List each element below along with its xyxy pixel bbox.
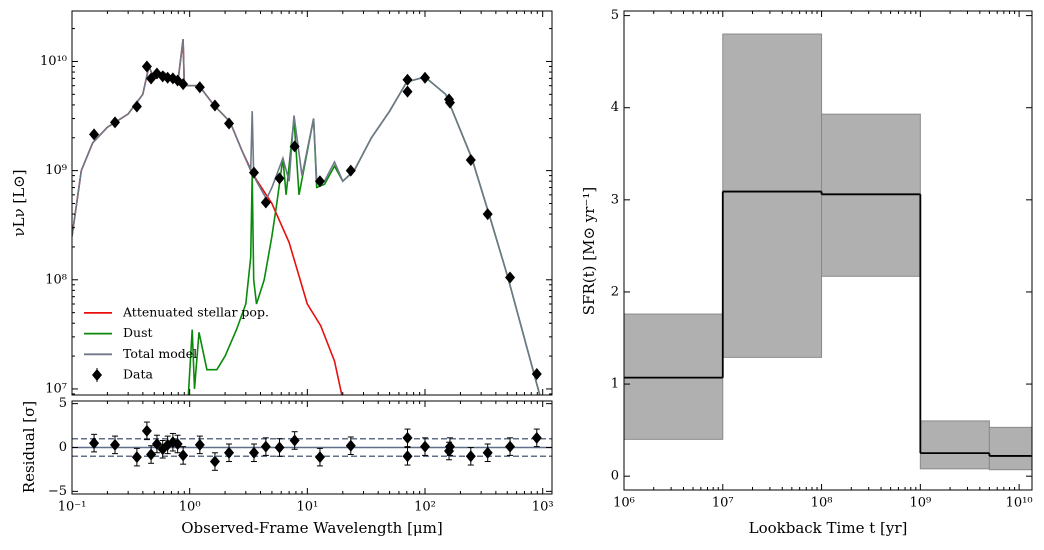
model-line (72, 39, 343, 395)
data-point (194, 438, 205, 451)
x-tick-label: 10⁶ (613, 496, 635, 511)
axes-frame (71, 400, 553, 495)
data-point (465, 154, 476, 167)
y-tick-label: 1 (611, 377, 619, 392)
y-tick-label: 5 (59, 396, 67, 411)
data-point (178, 449, 189, 462)
data-point (146, 72, 157, 85)
data-point (420, 71, 431, 84)
data-point (194, 81, 205, 94)
data-point (505, 440, 516, 453)
data-point (402, 431, 413, 444)
data-point (345, 439, 356, 452)
data-point (274, 172, 285, 185)
data-point (465, 450, 476, 463)
data-point (151, 437, 162, 450)
data-point (402, 73, 413, 86)
legend-marker (92, 369, 102, 381)
data-point (248, 166, 259, 179)
legend-label: Total model (123, 346, 197, 361)
plot-area (72, 421, 552, 471)
uncertainty-band (988, 426, 1033, 471)
uncertainty-band (722, 33, 823, 358)
x-tick-label: 10² (414, 500, 436, 515)
data-point (314, 451, 325, 464)
legend-label: Data (123, 367, 153, 382)
data-point (172, 437, 183, 450)
x-tick-label: 10⁷ (712, 496, 734, 511)
x-tick-label: 10⁹ (909, 496, 931, 511)
y-tick-label: 3 (611, 192, 619, 207)
plot-area (72, 39, 542, 395)
y-tick-label: 4 (611, 100, 619, 115)
x-tick-label: 10¹ (296, 500, 318, 515)
y-tick-label: 5 (611, 8, 619, 23)
data-point (209, 99, 220, 112)
data-point (444, 440, 455, 453)
y-axis-label: SFR(t) [M⊙ yr⁻¹] (580, 187, 598, 315)
y-tick-label: 10⁹ (45, 163, 67, 178)
data-point (289, 434, 300, 447)
x-tick-label: 10⁰ (179, 500, 201, 515)
x-axis-label: Lookback Time t [yr] (749, 519, 908, 537)
y-tick-label: 2 (611, 284, 619, 299)
legend-label: Dust (123, 325, 153, 340)
x-axis-label: Observed-Frame Wavelength [μm] (181, 519, 443, 537)
data-point (89, 128, 100, 141)
data-point (444, 96, 455, 109)
data-point (531, 431, 542, 444)
data-point (110, 116, 121, 129)
y-tick-label: 10¹⁰ (40, 54, 67, 69)
data-point (482, 208, 493, 221)
data-point (402, 450, 413, 463)
data-point (146, 448, 157, 461)
data-point (89, 437, 100, 450)
axes-frame (71, 10, 553, 396)
data-point (131, 100, 142, 113)
data-point (402, 85, 413, 98)
data-point (141, 424, 152, 437)
data-point (345, 164, 356, 177)
data-point (224, 117, 235, 130)
data-point (260, 440, 271, 453)
axes-frame (623, 10, 1033, 491)
data-point (141, 60, 152, 73)
x-tick-label: 10⁸ (811, 496, 833, 511)
data-point (420, 440, 431, 453)
x-tick-label: 10⁻¹ (58, 500, 87, 515)
data-point (178, 78, 189, 91)
uncertainty-band (821, 113, 921, 277)
y-tick-label: 10⁸ (45, 272, 67, 287)
y-axis-label: Residual [σ] (20, 401, 38, 493)
data-point (505, 271, 516, 284)
data-point (482, 446, 493, 459)
y-tick-label: 10⁷ (45, 381, 67, 396)
data-point (248, 446, 259, 459)
data-point (289, 140, 300, 153)
data-point (531, 368, 542, 381)
data-point (224, 446, 235, 459)
x-tick-label: 10¹⁰ (1006, 496, 1033, 511)
data-point (209, 455, 220, 468)
data-point (260, 196, 271, 209)
data-point (274, 441, 285, 454)
uncertainty-band (919, 420, 990, 470)
data-point (131, 451, 142, 464)
data-point (110, 438, 121, 451)
uncertainty-band (623, 313, 724, 440)
data-point (314, 175, 325, 188)
x-tick-label: 10³ (532, 500, 554, 515)
y-axis-label: νLν [L⊙] (10, 169, 28, 236)
y-tick-label: 0 (59, 440, 67, 455)
legend-label: Attenuated stellar pop. (122, 304, 269, 319)
y-tick-label: −5 (48, 484, 67, 499)
model-line (187, 76, 541, 395)
legend: Attenuated stellar pop. Dust Total model Da… (84, 304, 269, 382)
y-tick-label: 0 (611, 469, 619, 484)
